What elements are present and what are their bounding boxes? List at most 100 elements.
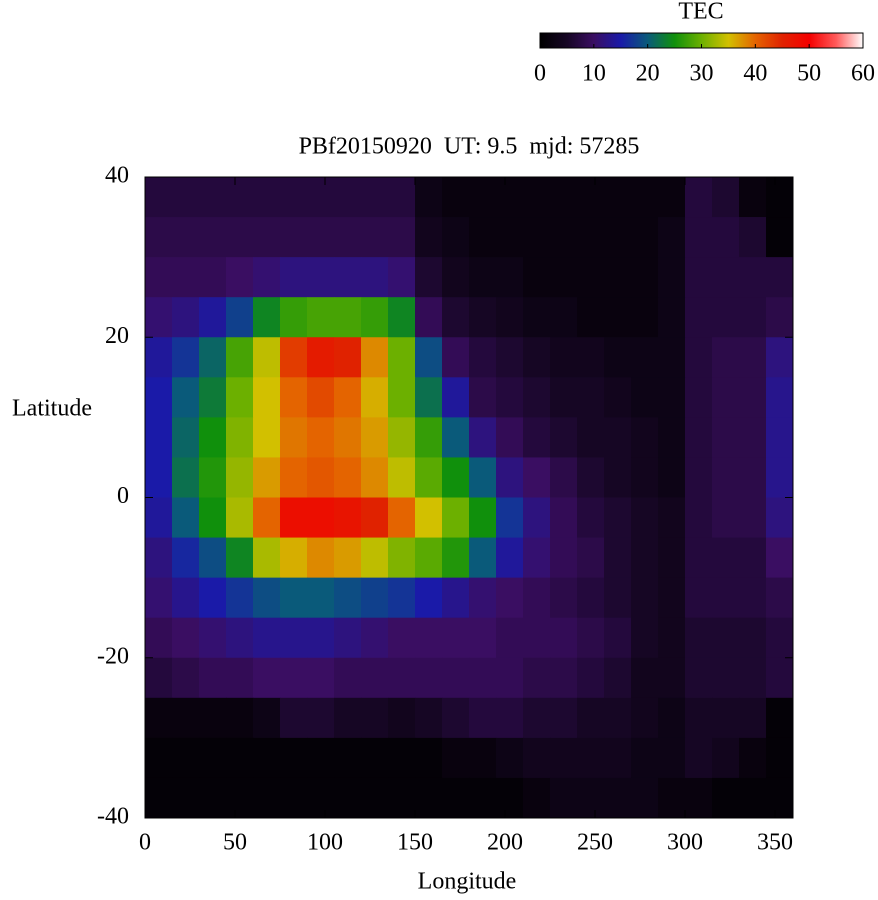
heat-cell (145, 257, 173, 298)
heat-cell (550, 537, 578, 579)
heat-cell (388, 297, 416, 338)
heat-cell (361, 337, 389, 378)
heat-cell (685, 497, 713, 539)
heat-cell (388, 577, 416, 619)
heat-cell (334, 177, 362, 218)
x-tick-label: 250 (577, 830, 613, 856)
x-tick-label: 200 (487, 830, 523, 856)
x-tick-label: 100 (307, 830, 343, 856)
heat-cell (253, 737, 281, 779)
heat-cell (550, 617, 578, 659)
heat-cell (631, 337, 659, 378)
heat-cell (550, 777, 578, 819)
heat-cell (388, 737, 416, 779)
heat-cell (415, 737, 443, 779)
heat-cell (631, 297, 659, 338)
heat-cell (145, 297, 173, 338)
colorbar-tick-label: 10 (582, 61, 606, 87)
heat-cell (739, 657, 767, 699)
heat-cell (712, 737, 740, 779)
heat-cell (604, 497, 632, 539)
heat-cell (415, 417, 443, 458)
heat-cell (523, 657, 551, 699)
heat-cell (280, 497, 308, 539)
heat-cell (469, 497, 497, 539)
heat-cell (145, 417, 173, 458)
heat-cell (442, 537, 470, 579)
heat-cell (604, 257, 632, 298)
heat-cell (226, 777, 254, 819)
heat-cell (172, 617, 200, 659)
heat-cell (577, 337, 605, 378)
heat-cell (172, 657, 200, 699)
heat-cell (361, 497, 389, 539)
x-tick-label: 300 (667, 830, 703, 856)
heat-cell (496, 497, 524, 539)
heat-cell (550, 377, 578, 418)
heat-cell (577, 777, 605, 819)
heat-cell (415, 537, 443, 579)
heat-cell (577, 217, 605, 258)
heat-cell (766, 497, 794, 539)
heat-cell (550, 657, 578, 699)
heat-cell (199, 177, 227, 218)
heat-cell (199, 337, 227, 378)
heat-cell (145, 737, 173, 779)
heat-cell (280, 417, 308, 458)
heat-cell (280, 697, 308, 739)
heat-cell (523, 617, 551, 659)
heat-cell (712, 177, 740, 218)
heat-cell (739, 217, 767, 258)
heat-cell (280, 537, 308, 579)
colorbar-tick-label: 0 (534, 61, 546, 87)
heat-cell (361, 297, 389, 338)
heat-cell (658, 617, 686, 659)
heat-cell (415, 457, 443, 498)
heat-cell (577, 697, 605, 739)
heat-cell (685, 257, 713, 298)
heat-cell (415, 257, 443, 298)
heat-cell (199, 457, 227, 498)
heat-cell (550, 697, 578, 739)
heat-cell (658, 337, 686, 378)
heat-cell (172, 457, 200, 498)
heat-cell (172, 697, 200, 739)
heat-cell (469, 417, 497, 458)
heat-cell (199, 737, 227, 779)
heat-cell (685, 657, 713, 699)
heat-cell (658, 417, 686, 458)
heat-cell (145, 617, 173, 659)
heat-cell (415, 617, 443, 659)
heat-cell (523, 457, 551, 498)
heat-cell (469, 177, 497, 218)
heat-cell (307, 617, 335, 659)
heat-cell (658, 457, 686, 498)
heat-cell (145, 217, 173, 258)
heat-cell (766, 457, 794, 498)
heat-cell (172, 377, 200, 418)
heat-cell (199, 217, 227, 258)
heat-cell (280, 297, 308, 338)
heat-cell (523, 737, 551, 779)
heat-cell (469, 697, 497, 739)
heat-cell (766, 257, 794, 298)
heat-cell (442, 217, 470, 258)
heat-cell (226, 297, 254, 338)
heat-cell (550, 737, 578, 779)
heat-cell (685, 537, 713, 579)
heat-cell (145, 377, 173, 418)
heat-cell (442, 657, 470, 699)
heat-cell (199, 417, 227, 458)
heat-cell (361, 257, 389, 298)
heat-cell (199, 257, 227, 298)
heat-cell (226, 177, 254, 218)
colorbar-tick-label: 50 (797, 61, 821, 87)
heat-cell (739, 337, 767, 378)
heat-cell (334, 737, 362, 779)
heat-cell (145, 577, 173, 619)
heat-cell (226, 257, 254, 298)
x-tick-label: 350 (757, 830, 793, 856)
heat-cell (577, 257, 605, 298)
heat-cell (253, 377, 281, 418)
